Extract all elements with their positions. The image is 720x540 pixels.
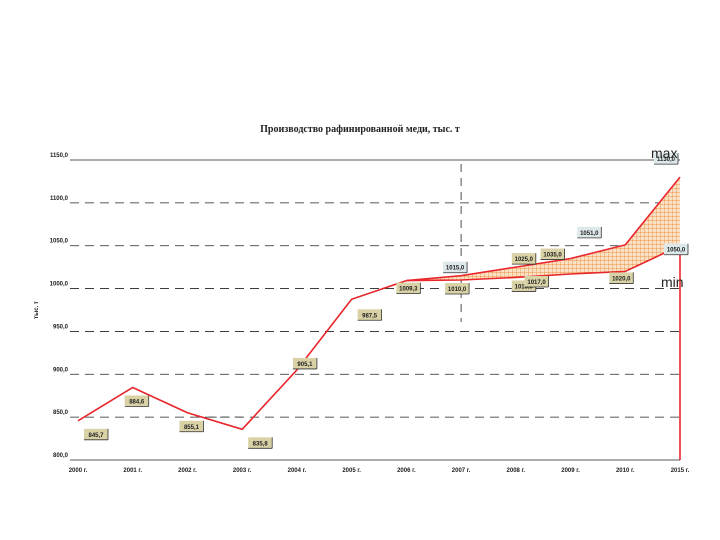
data-label-box bbox=[540, 248, 565, 260]
data-label-box bbox=[654, 153, 678, 165]
x-tick-label: 2003 г. bbox=[233, 468, 252, 474]
data-label-box bbox=[396, 282, 421, 294]
data-label: 1017,0 bbox=[527, 280, 546, 286]
data-label: 905,1 bbox=[297, 362, 313, 368]
data-label-box bbox=[443, 261, 468, 273]
data-label: 1010,0 bbox=[448, 287, 467, 293]
data-label: 1050,0 bbox=[667, 248, 686, 254]
data-label-box bbox=[357, 309, 382, 321]
x-tick-label: 2000 г. bbox=[69, 468, 88, 474]
data-label: 884,6 bbox=[129, 399, 145, 405]
data-label-box bbox=[609, 272, 634, 284]
y-tick-label: 950,0 bbox=[53, 324, 69, 330]
data-label-box bbox=[577, 226, 602, 238]
data-label: 987,5 bbox=[362, 313, 378, 319]
chart-title: Производство рафинированной меди, тыс. т bbox=[260, 124, 460, 135]
y-tick-label: 850,0 bbox=[53, 410, 69, 416]
data-label-box bbox=[511, 253, 536, 265]
grid-layer bbox=[70, 159, 680, 418]
data-label-box bbox=[248, 437, 273, 449]
x-tick-label: 2008 г. bbox=[507, 468, 526, 474]
data-label-box bbox=[664, 243, 688, 255]
x-tick-label: 2007 г. bbox=[452, 468, 471, 474]
data-label: 835,8 bbox=[253, 441, 269, 447]
data-label-box bbox=[292, 357, 317, 369]
y-tick-label: 900,0 bbox=[53, 367, 69, 373]
data-label-box bbox=[124, 395, 149, 407]
data-label: 1051,0 bbox=[580, 231, 599, 237]
max-annotation: max bbox=[651, 145, 677, 161]
x-tick-label: 2004 г. bbox=[288, 468, 307, 474]
series-line-max bbox=[406, 176, 681, 282]
data-label: 1020,0 bbox=[612, 276, 631, 282]
range-area-layer bbox=[406, 177, 680, 281]
series-line-layer bbox=[77, 176, 681, 460]
data-label: 1013,0 bbox=[515, 284, 534, 290]
y-tick-label: 1150,0 bbox=[50, 153, 69, 159]
data-label: 855,1 bbox=[184, 425, 200, 431]
y-tick-label: 1100,0 bbox=[50, 196, 69, 202]
data-label-box bbox=[84, 428, 108, 440]
range-area bbox=[406, 177, 680, 281]
data-label: 1015,0 bbox=[446, 266, 465, 272]
axis-layer: 800,0 850,0 900,0 950,0 1000,0 1050,0 1100,0 11… bbox=[50, 153, 690, 474]
min-annotation: min bbox=[661, 274, 684, 290]
data-label: 1025,0 bbox=[515, 257, 534, 263]
data-label-box bbox=[511, 280, 536, 292]
x-tick-label: 2015 г. bbox=[671, 468, 690, 474]
data-label: 1009,3 bbox=[399, 287, 418, 293]
y-tick-label: 1000,0 bbox=[50, 282, 69, 288]
data-label-layer: 845,7 884,6 855,1 835,8 905,1 987,5 1009,3 1015… bbox=[84, 153, 689, 449]
series-line-history bbox=[77, 279, 407, 431]
data-label: 1035,0 bbox=[543, 253, 562, 259]
y-tick-label: 1050,0 bbox=[50, 239, 69, 245]
series-line-min bbox=[406, 244, 681, 282]
y-tick-label: 800,0 bbox=[53, 453, 69, 459]
x-tick-label: 2002 г. bbox=[178, 468, 197, 474]
x-tick-label: 2001 г. bbox=[123, 468, 142, 474]
x-tick-label: 2009 г. bbox=[561, 468, 580, 474]
y-axis-label: тыс. т bbox=[34, 301, 40, 319]
x-tick-label: 2005 г. bbox=[342, 468, 361, 474]
x-tick-label: 2006 г. bbox=[397, 468, 416, 474]
data-label: 845,7 bbox=[88, 433, 104, 439]
data-label-box bbox=[179, 420, 204, 432]
data-label-box bbox=[524, 276, 549, 287]
x-tick-label: 2010 г. bbox=[616, 468, 635, 474]
data-label-box bbox=[445, 283, 470, 294]
data-label: 1130,0 bbox=[657, 157, 676, 163]
